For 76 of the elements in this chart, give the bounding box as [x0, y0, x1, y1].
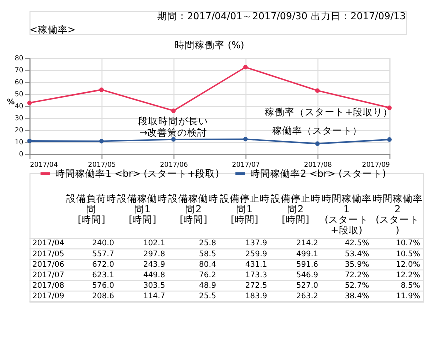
data-label: 102.1	[143, 238, 166, 248]
point	[28, 138, 32, 144]
y-axis-title: %	[7, 98, 16, 107]
data-label: 8.5%	[400, 280, 420, 290]
text: 設備停止時間1 [時間]	[220, 193, 270, 226]
data-label: 53.4%	[345, 249, 370, 258]
data-label: 591.6	[296, 260, 319, 269]
data-label: 240.0	[92, 238, 114, 248]
text: 設備稼働時間1 [時間]	[118, 193, 168, 226]
data-label: 263.2	[296, 292, 319, 301]
point	[243, 137, 248, 142]
data-label: 208.6	[92, 292, 114, 301]
point	[243, 65, 248, 70]
data-label: 76.2	[199, 270, 216, 280]
data-label: 114.7	[143, 292, 166, 301]
data-label: 546.9	[296, 270, 319, 280]
data-label: 449.8	[143, 270, 166, 280]
data-label: 576.0	[92, 280, 114, 290]
data-label: 80.4	[199, 260, 216, 269]
category-label: 2017/09	[32, 292, 65, 301]
data-label: 52.7%	[345, 280, 370, 290]
annotation: 稼働率（スタート）	[272, 124, 363, 137]
data-label: 499.1	[296, 249, 319, 258]
text: 期間：2017/04/01～2017/09/30 出力日：2017/09/13	[157, 12, 406, 23]
data-label: 183.9	[245, 292, 268, 301]
point	[171, 137, 176, 142]
data-label: 297.8	[143, 249, 166, 258]
data-label: 173.3	[245, 270, 268, 280]
category-label: 2017/06	[32, 260, 65, 269]
text: 設備稼働時間2 [時間]	[168, 193, 219, 226]
data-label: 214.2	[296, 238, 319, 248]
data-label: 557.7	[92, 249, 114, 258]
data-label: 137.9	[245, 238, 268, 248]
data-label: 72.2%	[345, 270, 370, 280]
point	[387, 106, 392, 110]
data-label: 38.4%	[345, 292, 370, 301]
category-label: 2017/04	[32, 238, 65, 248]
data-label: 12.2%	[396, 270, 420, 280]
data-label: 12.0%	[396, 260, 420, 269]
data-label: 672.0	[92, 260, 114, 269]
data-label: 10.5%	[396, 249, 420, 258]
data-label: 42.5%	[345, 238, 370, 248]
data-label: 10.7%	[396, 238, 420, 248]
data-label: 35.9%	[345, 260, 370, 269]
annotation: 稼働率（スタート+段取り）	[265, 106, 394, 119]
data-label: 11.9%	[396, 292, 420, 301]
category-label: 2017/05	[32, 249, 65, 258]
text: 時間稼働率1 (スタート+段取)	[322, 193, 372, 237]
text: 設備停止時間2 [時間]	[270, 193, 321, 226]
legend-label: 時間稼働率2 <br> (スタート)	[250, 168, 386, 180]
legend-label: 時間稼働率1 <br> (スタート+段取)	[56, 168, 220, 180]
data-label: 259.9	[245, 249, 268, 258]
category-label: 2017/07	[32, 270, 65, 280]
category-label: 2017/08	[32, 280, 65, 290]
data-label: 623.1	[92, 270, 114, 280]
data-label: 48.9	[199, 280, 216, 290]
text: 時間稼働率2 (スタート)	[372, 193, 423, 237]
text: 設備負荷時間 [時間]	[66, 193, 117, 226]
point	[315, 142, 320, 146]
data-label: 527.0	[296, 280, 319, 290]
point	[315, 88, 320, 94]
data-label: 25.8	[199, 238, 216, 248]
data-label: 243.9	[143, 260, 166, 269]
chart-subtitle: <稼働率>	[30, 24, 76, 36]
point	[171, 108, 176, 114]
chart-title: 時間稼働率 (%)	[174, 39, 245, 52]
data-label: 58.5	[199, 249, 216, 258]
point	[99, 139, 104, 144]
point	[387, 138, 392, 142]
data-label: 303.5	[143, 280, 166, 290]
point	[28, 100, 32, 106]
data-label: 272.5	[245, 280, 268, 290]
annotation: 段取時間が長い →改善策の検討	[138, 115, 209, 139]
point	[99, 88, 104, 92]
data-label: 25.5	[199, 292, 216, 301]
data-label: 431.1	[245, 260, 268, 269]
